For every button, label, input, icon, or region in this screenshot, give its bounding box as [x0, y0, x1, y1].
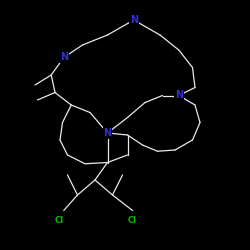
Text: N: N — [104, 128, 112, 138]
Text: N: N — [60, 52, 68, 62]
Text: Cl: Cl — [128, 216, 137, 225]
Text: N: N — [175, 90, 183, 101]
Text: Cl: Cl — [54, 216, 63, 225]
Text: N: N — [130, 15, 138, 25]
